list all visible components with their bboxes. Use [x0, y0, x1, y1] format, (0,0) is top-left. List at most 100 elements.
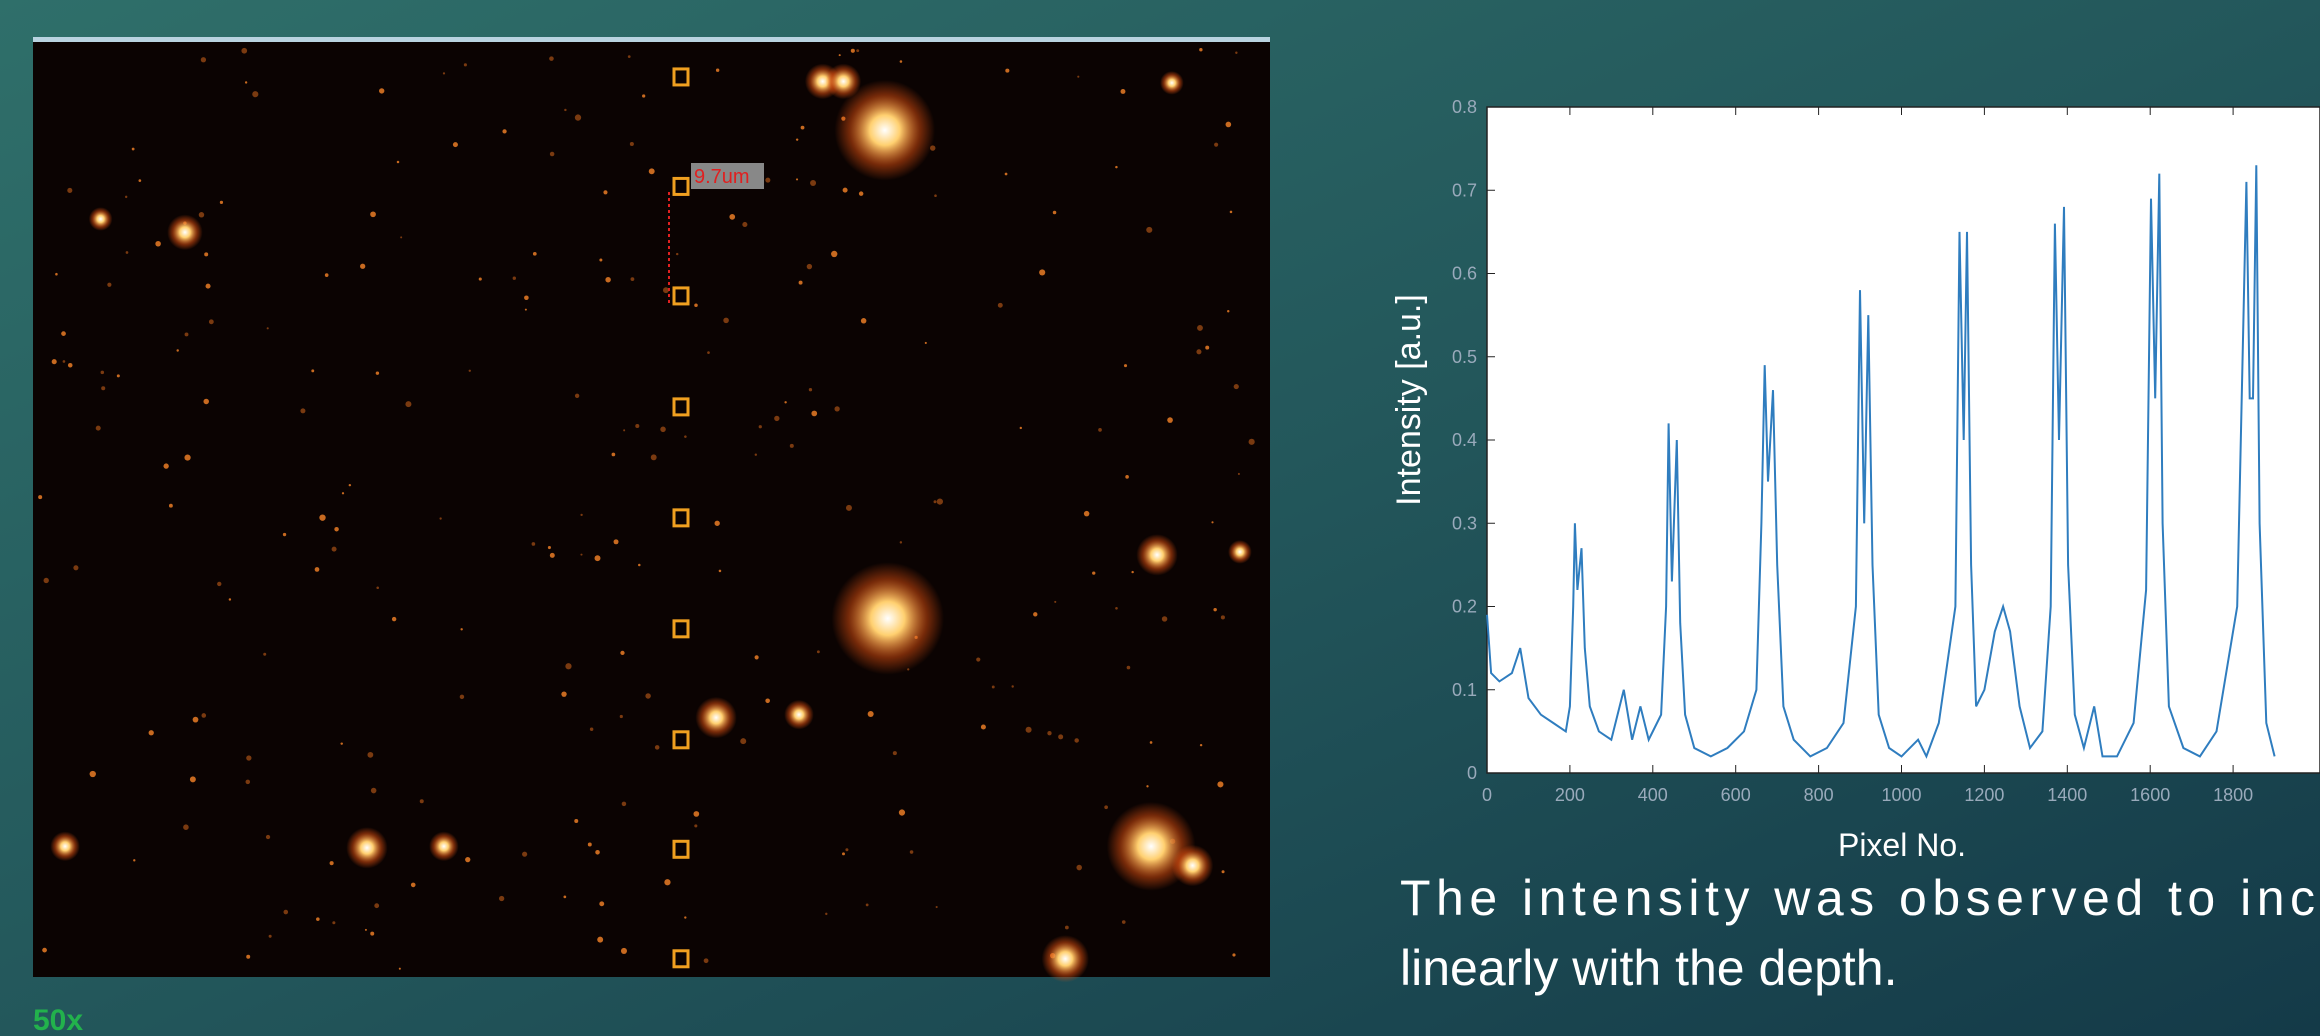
speck — [1058, 734, 1063, 739]
speck — [1020, 427, 1022, 429]
speck — [420, 799, 424, 803]
speck — [133, 859, 135, 861]
bright-spot — [346, 827, 387, 868]
speck — [379, 88, 384, 93]
speck — [532, 542, 536, 546]
speck — [642, 94, 645, 97]
bright-spot — [826, 64, 862, 100]
speck — [1033, 612, 1037, 616]
speck — [663, 287, 669, 293]
speck — [755, 454, 757, 456]
speck — [533, 252, 537, 256]
speck — [44, 578, 49, 583]
speck — [1196, 349, 1201, 354]
y-tick-label: 0.6 — [1452, 264, 1477, 284]
speck — [561, 691, 566, 696]
caption-line: linearly with the depth. — [1400, 940, 1898, 996]
speck — [163, 463, 168, 468]
speck — [599, 901, 604, 906]
speck — [199, 212, 204, 217]
speck — [839, 54, 841, 56]
speck — [605, 277, 610, 282]
speck — [715, 521, 720, 526]
chart — [1487, 107, 2320, 773]
speck — [332, 547, 337, 552]
speck — [595, 850, 600, 855]
speck — [693, 811, 699, 817]
bright-spot — [1160, 71, 1184, 95]
speck — [63, 360, 66, 363]
speck — [845, 848, 848, 851]
speck — [825, 913, 827, 915]
speck — [126, 251, 129, 254]
y-axis-label: Intensity [a.u.] — [1390, 294, 1428, 506]
bright-spot — [695, 697, 736, 738]
speck — [899, 809, 905, 815]
speck — [439, 517, 441, 519]
speck — [801, 126, 805, 130]
x-tick-label: 800 — [1804, 785, 1834, 805]
speck — [513, 277, 516, 280]
speck — [206, 284, 211, 289]
speck — [623, 429, 625, 431]
speck — [834, 406, 839, 411]
speck — [1005, 69, 1009, 73]
speck — [1053, 211, 1057, 215]
speck — [1026, 727, 1032, 733]
speck — [392, 617, 396, 621]
speck — [1238, 473, 1240, 475]
bright-spot — [1228, 540, 1252, 564]
speck — [550, 553, 555, 558]
speck — [597, 937, 603, 943]
speck — [868, 711, 874, 717]
speck — [1127, 666, 1131, 670]
speck — [203, 399, 208, 404]
speck — [400, 236, 402, 238]
speck — [325, 273, 329, 277]
y-tick-label: 0.1 — [1452, 680, 1477, 700]
x-tick-label: 400 — [1638, 785, 1668, 805]
speck — [67, 188, 72, 193]
speck — [1054, 601, 1056, 603]
speck — [283, 533, 286, 536]
speck — [360, 264, 365, 269]
speck — [132, 148, 135, 151]
speck — [469, 370, 471, 372]
speck — [52, 359, 57, 364]
measure-label: 9.7um — [694, 166, 750, 188]
speck — [729, 214, 735, 220]
speck — [1115, 607, 1118, 610]
speck — [620, 715, 623, 718]
speck — [900, 541, 902, 543]
page: 9.7um 50x Intensity [a.u.] Pixel No. The… — [0, 0, 2320, 1036]
speck — [1167, 417, 1173, 423]
speck — [229, 598, 231, 600]
speck — [981, 724, 986, 729]
speck — [443, 72, 445, 74]
speck — [655, 745, 660, 750]
speck — [107, 283, 111, 287]
speck — [599, 259, 602, 262]
speck — [183, 824, 189, 830]
x-tick-label: 600 — [1721, 785, 1751, 805]
speck — [575, 114, 581, 120]
y-tick-label: 0.4 — [1452, 430, 1477, 450]
speck — [1084, 511, 1090, 517]
speck — [645, 693, 650, 698]
speck — [149, 730, 154, 735]
bright-spot — [784, 700, 814, 730]
speck — [651, 454, 657, 460]
speck — [176, 349, 178, 351]
speck — [742, 222, 747, 227]
speck — [1200, 744, 1202, 746]
speck — [241, 48, 247, 54]
speck — [139, 179, 142, 182]
speck — [73, 565, 78, 570]
image-frame — [33, 41, 1270, 977]
speck — [740, 738, 746, 744]
speck — [630, 142, 634, 146]
speck — [524, 295, 529, 300]
speck — [315, 567, 320, 572]
speck — [588, 843, 592, 847]
speck — [376, 586, 379, 589]
